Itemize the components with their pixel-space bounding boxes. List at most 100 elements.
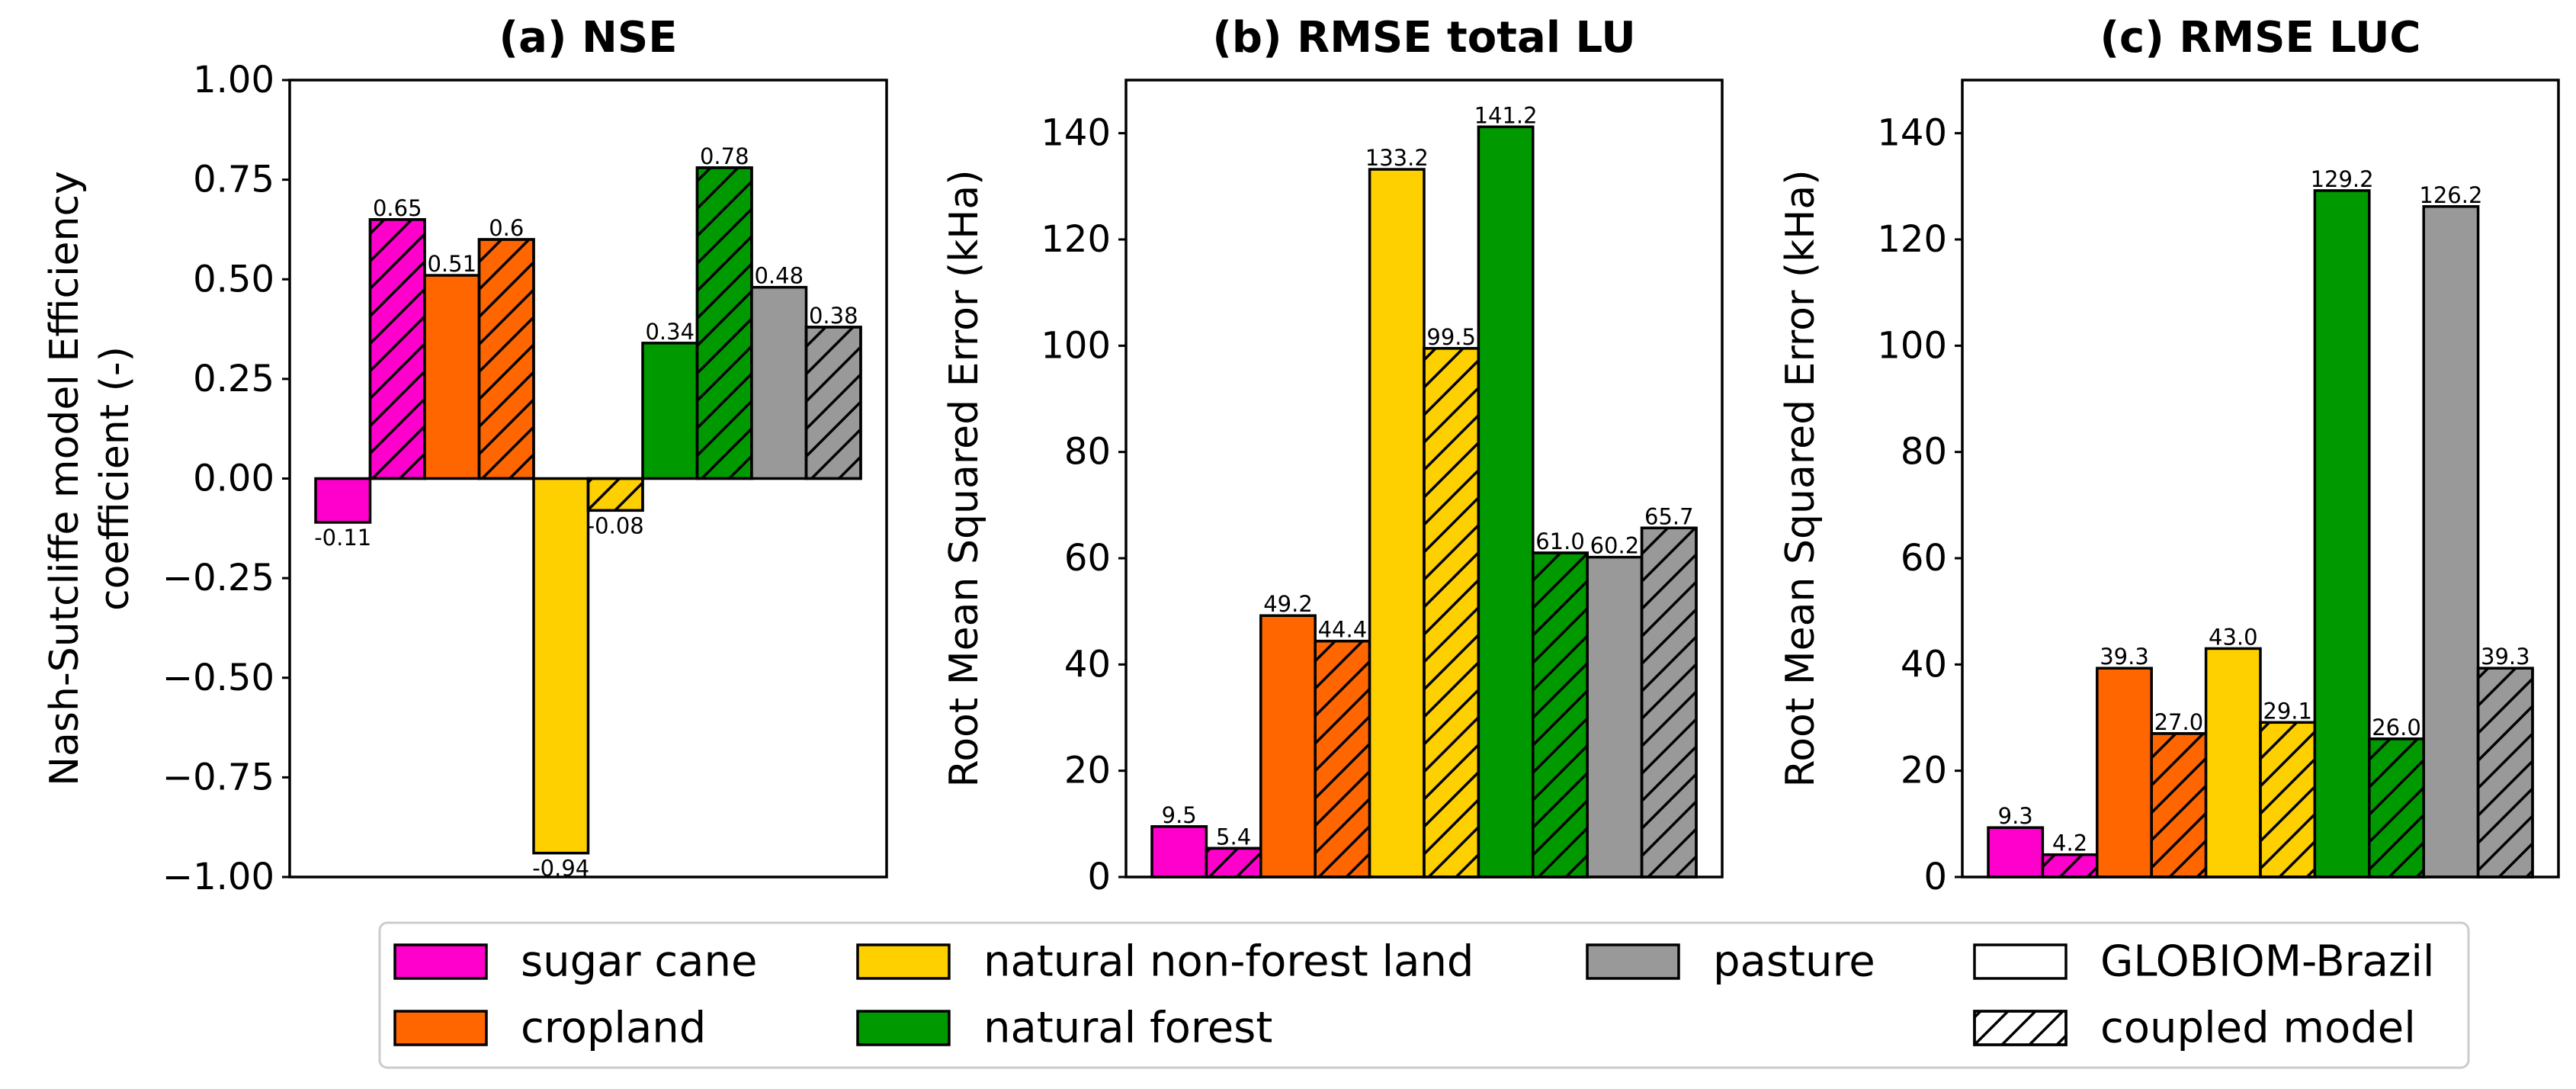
panel-2-ytick-label: 20	[1064, 750, 1111, 792]
legend-swatch-natural-forest	[856, 1010, 951, 1046]
panel-3-data-label: 27.0	[2154, 709, 2204, 735]
panel-3-data-label: 39.3	[2100, 644, 2149, 670]
panel-3-data-label: 4.2	[2052, 830, 2087, 856]
panel-1-data-label: 0.65	[373, 195, 422, 221]
panel-3-bar-sugar-cane-globiom-brazil	[1987, 826, 2045, 879]
panel-3-data-label: 126.2	[2419, 182, 2482, 208]
panel-1-ytick-label: −0.50	[162, 657, 274, 699]
panel-2-bar-natural-non-forest-land-globiom-brazil	[1368, 168, 1426, 879]
panel-3-ytick-label: 60	[1901, 537, 1947, 580]
panel-3-bar-sugar-cane-coupled-model-hatch	[2041, 853, 2099, 879]
panel-2-ytick-label: 140	[1041, 112, 1111, 155]
panel-3-data-label: 9.3	[1998, 803, 2033, 829]
panel-3-ytick-label: 0	[1923, 856, 1947, 898]
panel-1-data-label: 0.78	[700, 143, 749, 169]
panel-1-data-label: -0.08	[587, 512, 644, 538]
panel-2-ytick-label: 80	[1064, 431, 1111, 474]
panel-3-bar-pasture-coupled-model-hatch	[2476, 667, 2534, 879]
panel-1-bar-natural-non-forest-land-coupled-model-hatch	[586, 477, 644, 512]
panel-1-bar-pasture-globiom-brazil	[750, 285, 808, 480]
panel-2-ytick-label: 100	[1041, 324, 1111, 367]
panel-2-ytick-label: 0	[1087, 856, 1111, 898]
panel-1-bar-natural-forest-coupled-model-hatch	[695, 166, 753, 480]
panel-3-bar-natural-non-forest-land-globiom-brazil	[2204, 647, 2262, 879]
legend: sugar cane cropland natural non-forest lan…	[378, 921, 2470, 1069]
panel-1-bar-cropland-globiom-brazil	[423, 274, 481, 480]
panel-1-data-label: 0.38	[809, 303, 858, 329]
panel-1-data-label: -0.11	[314, 525, 371, 551]
legend-swatch-natural-non-forest-land	[856, 943, 951, 980]
panel-1-data-label: 0.51	[427, 251, 476, 277]
panel-3-axes-frame	[1961, 79, 2560, 879]
panel-1-bar-natural-non-forest-land-globiom-brazil	[532, 477, 590, 855]
panel-1-bar-sugar-cane-coupled-model-hatch	[368, 218, 426, 480]
panel-2-bar-pasture-coupled-model-hatch	[1640, 526, 1698, 879]
panel-1-data-label: 0.48	[754, 263, 804, 289]
panel-2-bar-natural-forest-coupled-model-hatch	[1532, 551, 1589, 879]
panel-3-ytick-label: 100	[1877, 324, 1947, 367]
panel-3-ytick-label: 140	[1877, 112, 1947, 155]
panel-2-bar-pasture-globiom-brazil	[1586, 555, 1644, 879]
panel-2-bar-sugar-cane-globiom-brazil	[1150, 825, 1208, 879]
panel-1-ytick-label: 0.50	[193, 258, 274, 300]
panel-3-data-label: 26.0	[2372, 715, 2421, 740]
panel-3-bar-natural-non-forest-land-coupled-model-hatch	[2259, 721, 2317, 879]
panel-1-ytick-label: −1.00	[162, 856, 274, 898]
legend-label-sugar-cane: sugar cane	[521, 937, 757, 987]
panel-3-bar-cropland-coupled-model-hatch	[2150, 732, 2208, 879]
panel-2-data-label: 44.4	[1318, 617, 1368, 643]
panel-3-bar-pasture-globiom-brazil	[2422, 205, 2480, 879]
panel-2-axes-frame	[1124, 79, 1724, 879]
panel-3: (c) RMSE LUC Root Mean Squared Error (kHa…	[1778, 13, 2560, 898]
panel-2-data-label: 99.5	[1426, 324, 1476, 350]
panel-1-data-label: 0.6	[489, 215, 524, 241]
panel-1-ytick-label: −0.25	[162, 557, 274, 599]
legend-label-pasture: pasture	[1713, 937, 1875, 987]
panel-3-title: (c) RMSE LUC	[2100, 13, 2420, 63]
panel-1-ytick-label: 0.00	[193, 458, 274, 500]
panel-2-data-label: 61.0	[1535, 528, 1585, 554]
panel-3-data-label: 129.2	[2311, 166, 2374, 192]
panel-1-bar-cropland-coupled-model-hatch	[477, 238, 535, 480]
panel-3-ytick-label: 40	[1901, 643, 1947, 686]
panel-2-data-label: 5.4	[1216, 824, 1251, 850]
panel-2-data-label: 49.2	[1263, 591, 1313, 617]
panel-2-ytick-label: 40	[1064, 643, 1111, 686]
panel-2-data-label: 141.2	[1474, 102, 1538, 128]
panel-2-ylabel-line-1: Root Mean Squared Error (kHa)	[942, 169, 987, 787]
panel-1-ytick-label: 1.00	[193, 59, 274, 101]
panel-3-ytick-label: 120	[1877, 218, 1947, 261]
panel-2-bar-natural-non-forest-land-coupled-model-hatch	[1423, 347, 1480, 879]
panel-2-ytick-label: 60	[1064, 537, 1111, 580]
panel-3-bar-natural-forest-globiom-brazil	[2313, 189, 2371, 879]
panel-2-bar-cropland-globiom-brazil	[1259, 614, 1317, 879]
panel-3-ytick-label: 20	[1901, 750, 1947, 792]
panel-2-title: (b) RMSE total LU	[1212, 13, 1635, 63]
panel-1-axes-frame	[288, 79, 888, 879]
panel-1: (a) NSE Nash-Sutcliffe model Efficiency co…	[42, 13, 888, 898]
panel-2: (b) RMSE total LU Root Mean Squared Error…	[942, 13, 1724, 898]
panel-1-ytick-label: 0.25	[193, 358, 274, 400]
panel-3-bar-cropland-globiom-brazil	[2096, 667, 2153, 879]
legend-label-natural-non-forest-land: natural non-forest land	[983, 937, 1474, 987]
legend-swatch-cropland	[393, 1010, 488, 1046]
panel-3-data-label: 39.3	[2481, 644, 2530, 670]
legend-swatch-globiom-brazil	[1973, 943, 2068, 980]
legend-swatch-coupled-model-hatch	[1973, 1010, 2068, 1046]
panel-1-bar-natural-forest-globiom-brazil	[641, 342, 699, 480]
legend-label-cropland: cropland	[521, 1004, 706, 1053]
panel-3-data-label: 43.0	[2209, 624, 2258, 650]
panel-2-bar-natural-forest-globiom-brazil	[1477, 125, 1535, 879]
panel-1-title: (a) NSE	[499, 13, 678, 63]
panel-2-ytick-label: 120	[1041, 218, 1111, 261]
legend-label-natural-forest: natural forest	[983, 1004, 1272, 1053]
legend-label-globiom-brazil: GLOBIOM-Brazil	[2100, 937, 2434, 987]
panel-3-ytick-label: 80	[1901, 431, 1947, 474]
panel-1-ytick-label: 0.75	[193, 159, 274, 201]
legend-label-coupled-model: coupled model	[2100, 1004, 2416, 1053]
legend-swatch-pasture	[1586, 943, 1680, 980]
legend-swatch-sugar-cane	[393, 943, 488, 980]
panel-2-data-label: 133.2	[1365, 145, 1429, 171]
